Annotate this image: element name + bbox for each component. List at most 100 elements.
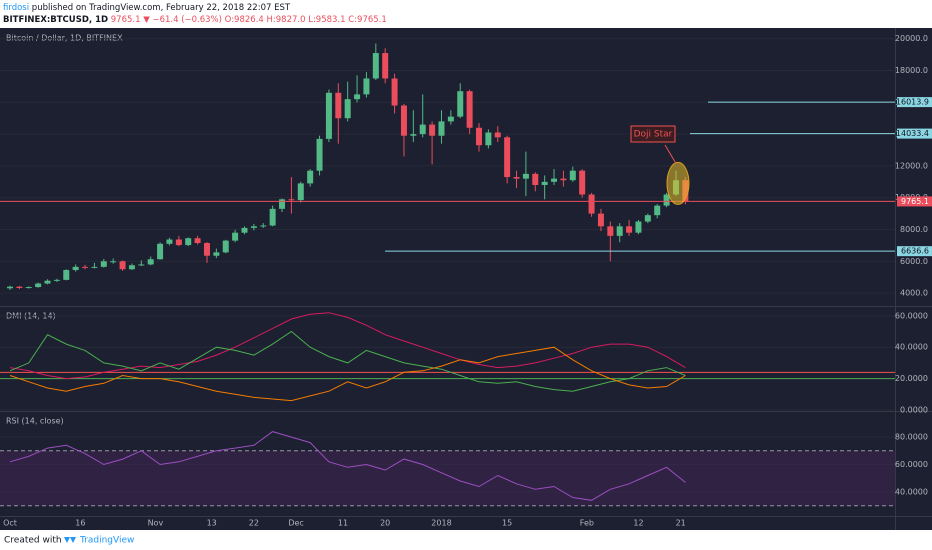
y-tick-label: 60.0000 xyxy=(895,311,928,320)
y-tick-label: 4000.0 xyxy=(900,289,928,298)
candle-body xyxy=(335,92,342,119)
ohlc: O:9826.4 H:9827.0 L:9583.1 C:9765.1 xyxy=(225,15,387,25)
header-bg xyxy=(0,0,932,28)
candle-body xyxy=(560,178,567,181)
y-tick-label: 18000.0 xyxy=(895,66,928,75)
candle-body xyxy=(579,170,586,195)
candle-body xyxy=(447,116,454,122)
candle-body xyxy=(382,53,389,79)
y-tick-label: 8000.0 xyxy=(900,225,928,234)
candle-body xyxy=(16,286,23,288)
candle-body xyxy=(63,270,70,280)
price-tag-label: 6636.6 xyxy=(901,247,929,256)
candle-body xyxy=(269,208,276,226)
candle-body xyxy=(616,226,623,236)
doji-highlight xyxy=(666,161,690,205)
candle-body xyxy=(354,94,361,100)
candle-body xyxy=(72,266,79,271)
x-tick-label: 15 xyxy=(502,519,512,528)
candle-body xyxy=(316,138,323,171)
last-price: 9765.1 xyxy=(111,15,141,25)
candle-body xyxy=(663,194,670,206)
candle-body xyxy=(297,183,304,201)
y-tick-label: 20000.0 xyxy=(895,34,928,43)
x-tick-label: 16 xyxy=(75,519,85,528)
indicator-line xyxy=(9,431,686,501)
price-tag-label: 14033.4 xyxy=(896,129,929,138)
x-tick-label: 2018 xyxy=(431,519,451,528)
candle-body xyxy=(438,121,445,136)
annotation-text: Doji Star xyxy=(634,130,673,140)
candle-body xyxy=(635,221,642,233)
indicator-line xyxy=(9,312,686,380)
candle-body xyxy=(494,132,501,138)
candle-body xyxy=(551,178,558,182)
candle-body xyxy=(504,137,511,178)
candle-body xyxy=(157,243,164,260)
candle-body xyxy=(513,177,520,179)
footer-text: Created with xyxy=(4,536,62,546)
candle-body xyxy=(53,279,60,281)
annotation-arrow xyxy=(664,144,677,164)
candle-body xyxy=(175,239,182,246)
candle-body xyxy=(147,259,154,265)
x-tick-label: 13 xyxy=(207,519,217,528)
candle-body xyxy=(250,226,257,228)
footer-bg xyxy=(0,530,932,550)
pane-title: RSI (14, close) xyxy=(6,417,64,426)
x-tick-label: Feb xyxy=(580,519,594,528)
candle-body xyxy=(241,227,248,233)
price-tag xyxy=(897,128,932,139)
candle-body xyxy=(344,99,351,119)
published: published on TradingView.com, February 2… xyxy=(32,3,291,13)
candle-body xyxy=(532,173,539,185)
candle-body xyxy=(307,170,314,184)
candle-body xyxy=(588,194,595,214)
price-tag xyxy=(897,97,932,108)
x-tick-label: Oct xyxy=(3,519,17,528)
candle-body xyxy=(626,226,633,233)
candle-body xyxy=(91,266,98,268)
candle-body xyxy=(597,213,604,227)
x-tick-label: 12 xyxy=(633,519,643,528)
price-tag-label: 16013.9 xyxy=(896,98,929,107)
candle-body xyxy=(429,124,436,136)
candle-body xyxy=(654,205,661,216)
candle-body xyxy=(232,232,239,241)
footer-brand[interactable]: TradingView xyxy=(79,536,134,546)
candle-body xyxy=(222,240,229,253)
candle-body xyxy=(213,252,220,256)
indicator-line xyxy=(9,330,686,392)
x-tick-label: 22 xyxy=(249,519,259,528)
logo xyxy=(64,537,76,543)
candle-body xyxy=(203,243,210,256)
candle-body xyxy=(185,238,192,246)
candle-body xyxy=(44,280,51,284)
change: ▼ −61.4 (−0.63%) xyxy=(143,15,222,25)
candle-body xyxy=(419,124,426,135)
price-tag xyxy=(897,246,932,257)
candle-body xyxy=(260,225,267,227)
candle-body xyxy=(279,199,286,209)
candle-body xyxy=(400,105,407,136)
candle-body xyxy=(325,92,332,139)
candle-body xyxy=(569,170,576,181)
candle-body xyxy=(110,261,117,263)
candle-body xyxy=(194,238,201,244)
candle-body xyxy=(100,261,107,267)
symbol-line: BITFINEX:BTCUSD, 1D 9765.1 ▼ −61.4 (−0.6… xyxy=(3,15,387,25)
candle-body xyxy=(607,226,614,236)
x-tick-label: 11 xyxy=(338,519,348,528)
x-tick-label: Dec xyxy=(288,519,303,528)
candle-body xyxy=(372,53,379,79)
x-tick-label: 21 xyxy=(676,519,686,528)
candle-body xyxy=(7,286,13,289)
candle-body xyxy=(25,287,32,289)
candle-body xyxy=(35,283,42,288)
candle-body xyxy=(119,261,126,270)
candle-body xyxy=(466,91,473,128)
author: firdosi xyxy=(3,3,29,13)
pane-title: Bitcoin / Dollar, 1D, BITFINEX xyxy=(6,34,123,43)
